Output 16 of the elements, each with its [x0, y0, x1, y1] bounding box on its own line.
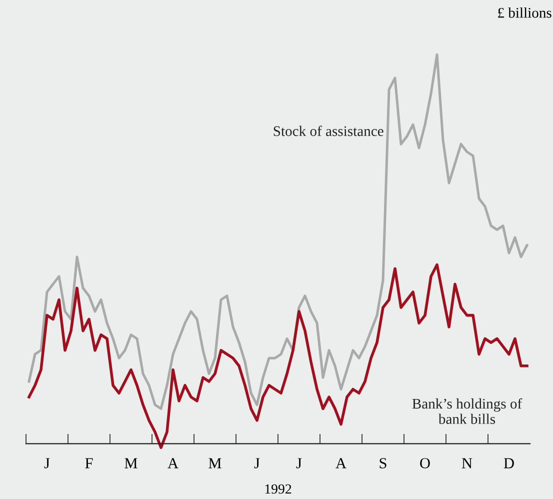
x-tick-label: J — [254, 458, 260, 468]
x-tick-label: M — [208, 458, 222, 468]
text: Bank’s holdings of bank bills — [412, 398, 522, 424]
x-tick-label: D — [504, 458, 514, 468]
series-label: Stock of assistance — [274, 126, 384, 136]
x-tick-label: A — [336, 458, 346, 468]
x-tick-label: S — [380, 458, 386, 468]
x-tick-label: A — [168, 458, 178, 468]
x-tick-label: J — [44, 458, 50, 468]
x-axis-title: 1992 — [265, 484, 292, 494]
x-tick-label: O — [420, 458, 430, 468]
x-tick-label: N — [462, 458, 472, 468]
x-tick-label: F — [85, 458, 93, 468]
y-axis-title: £ billions — [498, 7, 552, 18]
x-tick-label: M — [124, 458, 138, 468]
x-tick-label: J — [296, 458, 302, 468]
